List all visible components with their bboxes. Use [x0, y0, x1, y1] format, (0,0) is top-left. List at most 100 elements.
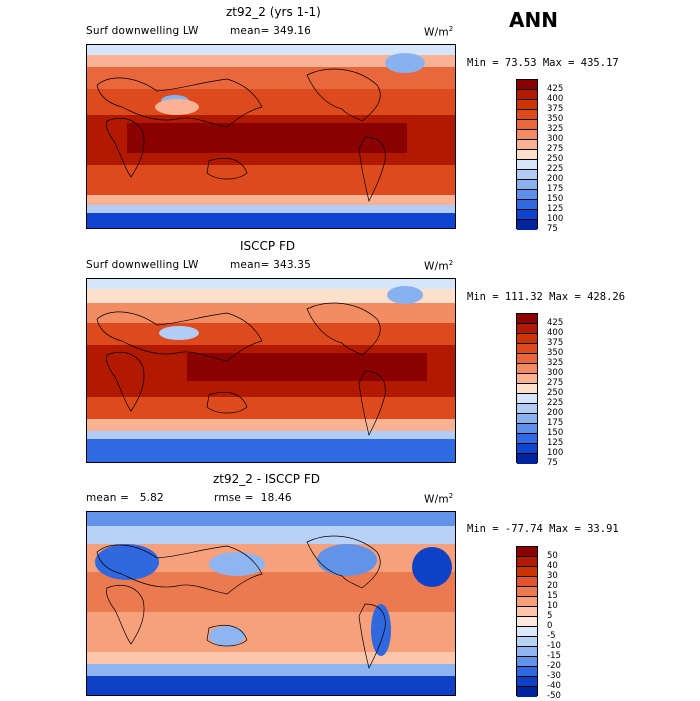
- panel-3-swatch: [517, 607, 537, 617]
- panel-3-cbar-label: 0: [547, 621, 553, 631]
- panel-2-map: [86, 278, 456, 463]
- panel-3-cbar-label: 15: [547, 591, 558, 601]
- panel-2-units: W/m2: [424, 259, 454, 273]
- panel-1-swatch: [517, 170, 537, 180]
- panel-1-cbar-label: 400: [547, 94, 564, 104]
- panel-3-swatch: [517, 567, 537, 577]
- panel-1-cbar-label: 325: [547, 124, 564, 134]
- panel-1-title: zt92_2 (yrs 1-1): [226, 5, 321, 19]
- panel-1-cbar-label: 125: [547, 204, 564, 214]
- panel-2-swatch: [517, 374, 537, 384]
- panel-2-cbar-label: 75: [547, 458, 558, 468]
- panel-2-cbar-label: 375: [547, 338, 564, 348]
- panel-3-swatch: [517, 547, 537, 557]
- panel-2-cbar-label: 350: [547, 348, 564, 358]
- panel-2-mean-label: mean= 343.35: [230, 259, 312, 271]
- panel-1-cbar-label: 275: [547, 144, 564, 154]
- panel-3-swatch: [517, 687, 537, 697]
- panel-1-swatch: [517, 210, 537, 220]
- season-title: ANN: [509, 8, 558, 32]
- panel-3-swatch: [517, 627, 537, 637]
- panel-3-cbar-label: -15: [547, 651, 561, 661]
- panel-1-cbar-label: 150: [547, 194, 564, 204]
- panel-1-units: W/m2: [424, 25, 454, 39]
- panel-3-swatch: [517, 587, 537, 597]
- panel-1-cbar-label: 175: [547, 184, 564, 194]
- panel-3-cbar-label: -5: [547, 631, 556, 641]
- panel-2-swatch: [517, 344, 537, 354]
- panel-3-map: [86, 511, 456, 696]
- panel-2-cbar-label: 425: [547, 318, 564, 328]
- panel-1-cbar-label: 250: [547, 154, 564, 164]
- panel-2-swatch: [517, 324, 537, 334]
- panel-2-swatch: [517, 404, 537, 414]
- panel-1-cbar-label: 350: [547, 114, 564, 124]
- panel-3-cbar-label: -40: [547, 681, 561, 691]
- panel-3-swatch: [517, 557, 537, 567]
- panel-2-cbar-label: 300: [547, 368, 564, 378]
- panel-1-cbar-label: 200: [547, 174, 564, 184]
- panel-3-cbar-label: 20: [547, 581, 558, 591]
- panel-1-cbar-label: 100: [547, 214, 564, 224]
- panel-2-cbar-label: 150: [547, 428, 564, 438]
- panel-1-minmax: Min = 73.53 Max = 435.17: [467, 57, 619, 69]
- panel-2-swatch: [517, 394, 537, 404]
- panel-2-variable-label: Surf downwelling LW: [86, 259, 199, 271]
- panel-2-cbar-label: 225: [547, 398, 564, 408]
- panel-2-cbar-label: 175: [547, 418, 564, 428]
- panel-1-cbar-label: 75: [547, 224, 558, 234]
- panel-1-map: [86, 44, 456, 229]
- panel-2-minmax: Min = 111.32 Max = 428.26: [467, 291, 626, 303]
- panel-2-cbar-label: 200: [547, 408, 564, 418]
- panel-2-colorbar: [516, 313, 538, 464]
- panel-2-cbar-label: 400: [547, 328, 564, 338]
- panel-2-swatch: [517, 314, 537, 324]
- panel-1-swatch: [517, 120, 537, 130]
- panel-1-swatch: [517, 90, 537, 100]
- panel-1-swatch: [517, 180, 537, 190]
- panel-3-mean-label: mean = 5.82: [86, 492, 164, 504]
- panel-3-swatch: [517, 637, 537, 647]
- panel-2-swatch: [517, 434, 537, 444]
- panel-2-cbar-label: 250: [547, 388, 564, 398]
- panel-2-swatch: [517, 384, 537, 394]
- panel-1-colorbar: [516, 79, 538, 230]
- panel-3-units: W/m2: [424, 492, 454, 506]
- panel-2-swatch: [517, 354, 537, 364]
- panel-2-swatch: [517, 414, 537, 424]
- panel-2-swatch: [517, 364, 537, 374]
- panel-3-colorbar: [516, 546, 538, 697]
- panel-3-minmax: Min = -77.74 Max = 33.91: [467, 523, 619, 535]
- panel-3-cbar-label: -10: [547, 641, 561, 651]
- panel-1-swatch: [517, 200, 537, 210]
- panel-1-swatch: [517, 110, 537, 120]
- panel-2-swatch: [517, 334, 537, 344]
- panel-3-swatch: [517, 597, 537, 607]
- panel-2-title: ISCCP FD: [240, 239, 296, 253]
- panel-2-cbar-label: 100: [547, 448, 564, 458]
- panel-1-mean-label: mean= 349.16: [230, 25, 312, 37]
- panel-3-cbar-label: 5: [547, 611, 553, 621]
- panel-3-swatch: [517, 677, 537, 687]
- panel-2-swatch: [517, 424, 537, 434]
- panel-3-swatch: [517, 617, 537, 627]
- panel-2-cbar-label: 275: [547, 378, 564, 388]
- panel-1-swatch: [517, 190, 537, 200]
- panel-3-cbar-label: 30: [547, 571, 558, 581]
- panel-1-swatch: [517, 100, 537, 110]
- panel-2-swatch: [517, 444, 537, 454]
- panel-1-swatch: [517, 80, 537, 90]
- panel-1-swatch: [517, 160, 537, 170]
- panel-1-swatch: [517, 130, 537, 140]
- panel-2-swatch: [517, 454, 537, 464]
- panel-1-cbar-label: 425: [547, 84, 564, 94]
- panel-1-swatch: [517, 220, 537, 230]
- panel-1-variable-label: Surf downwelling LW: [86, 25, 199, 37]
- panel-3-swatch: [517, 577, 537, 587]
- panel-1-cbar-label: 300: [547, 134, 564, 144]
- panel-3-cbar-label: 40: [547, 561, 558, 571]
- panel-1-swatch: [517, 150, 537, 160]
- panel-1-swatch: [517, 140, 537, 150]
- panel-1-cbar-label: 375: [547, 104, 564, 114]
- panel-3-swatch: [517, 667, 537, 677]
